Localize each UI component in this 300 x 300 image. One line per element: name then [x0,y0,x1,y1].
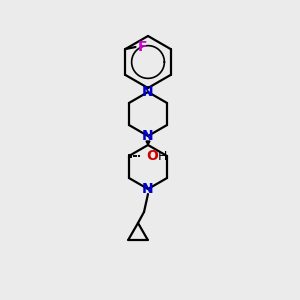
Text: N: N [142,182,154,196]
Text: N: N [142,129,154,143]
Text: O: O [146,149,158,163]
Polygon shape [146,141,150,145]
Text: H: H [157,151,167,164]
Text: N: N [142,85,154,99]
Text: F: F [138,40,147,54]
